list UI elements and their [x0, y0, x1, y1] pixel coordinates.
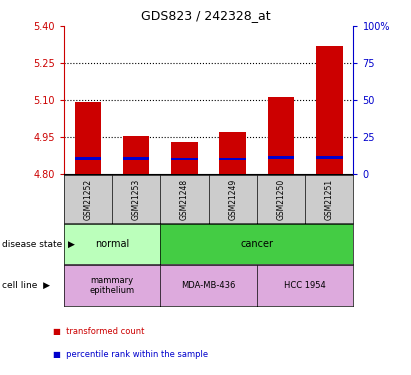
- Text: cell line  ▶: cell line ▶: [2, 281, 50, 290]
- Text: GSM21253: GSM21253: [132, 178, 141, 220]
- Bar: [268, 97, 294, 174]
- Text: GSM21250: GSM21250: [277, 178, 286, 220]
- Bar: [171, 158, 198, 160]
- Text: normal: normal: [95, 239, 129, 249]
- Text: disease state  ▶: disease state ▶: [2, 240, 75, 249]
- Bar: [219, 132, 246, 174]
- Text: GSM21252: GSM21252: [83, 178, 92, 220]
- Bar: [268, 156, 294, 159]
- Text: GSM21251: GSM21251: [325, 178, 334, 220]
- Bar: [123, 136, 150, 174]
- Text: GDS823 / 242328_at: GDS823 / 242328_at: [141, 9, 270, 22]
- Text: ■  transformed count: ■ transformed count: [53, 327, 145, 336]
- Text: GSM21248: GSM21248: [180, 178, 189, 220]
- Text: cancer: cancer: [240, 239, 273, 249]
- Bar: [219, 158, 246, 160]
- Text: ■  percentile rank within the sample: ■ percentile rank within the sample: [53, 350, 208, 359]
- Bar: [171, 142, 198, 174]
- Text: GSM21249: GSM21249: [228, 178, 237, 220]
- Text: mammary
epithelium: mammary epithelium: [90, 276, 134, 295]
- Bar: [74, 157, 101, 160]
- Bar: [316, 156, 343, 159]
- Bar: [123, 157, 150, 160]
- Bar: [74, 102, 101, 174]
- Bar: [316, 46, 343, 174]
- Text: HCC 1954: HCC 1954: [284, 281, 326, 290]
- Text: MDA-MB-436: MDA-MB-436: [181, 281, 236, 290]
